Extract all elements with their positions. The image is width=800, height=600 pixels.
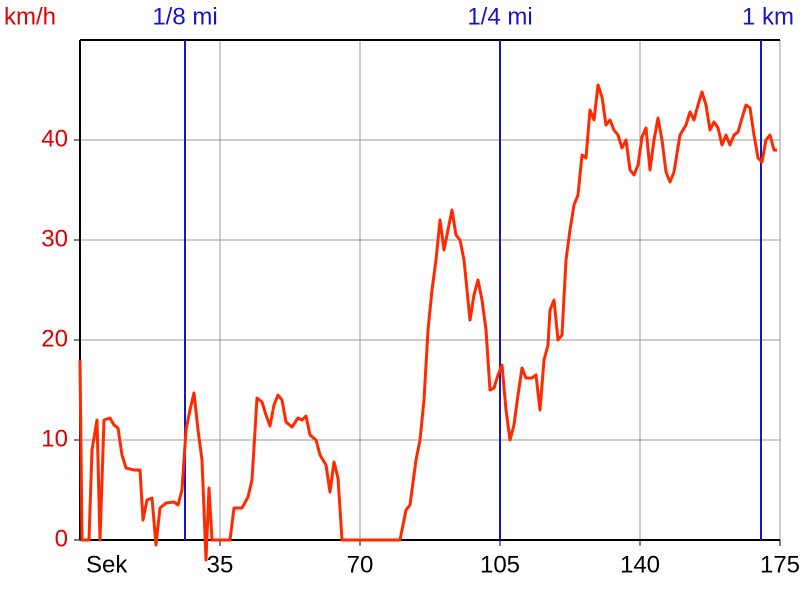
x-tick-label: 105 (480, 551, 520, 578)
y-tick-label: 40 (41, 125, 68, 152)
x-tick-label: 35 (207, 551, 234, 578)
x-tick-label: 70 (347, 551, 374, 578)
distance-marker-label: 1 km (742, 3, 794, 30)
y-tick-label: 20 (41, 325, 68, 352)
y-tick-label: 0 (55, 525, 68, 552)
distance-marker-label: 1/8 mi (152, 3, 217, 30)
x-tick-label: 140 (620, 551, 660, 578)
y-tick-label: 10 (41, 425, 68, 452)
y-axis-label: km/h (4, 3, 56, 30)
speed-line (78, 83, 777, 562)
y-tick-label: 30 (41, 225, 68, 252)
distance-marker-label: 1/4 mi (467, 3, 532, 30)
x-axis-label: Sek (86, 551, 128, 578)
x-tick-label: 175 (760, 551, 800, 578)
